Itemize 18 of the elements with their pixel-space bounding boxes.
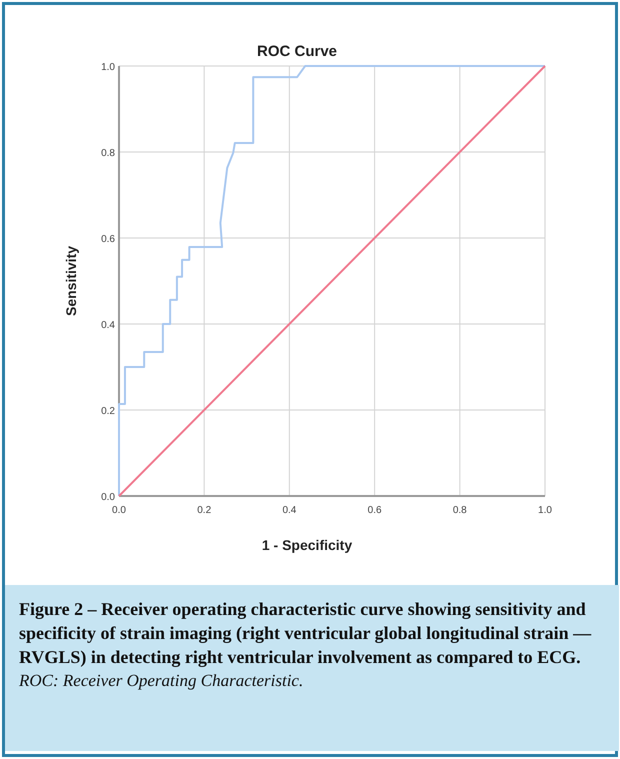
x-tick-label: 0.8 bbox=[452, 505, 468, 516]
chart-title: ROC Curve bbox=[256, 43, 338, 60]
y-tick-label: 0.0 bbox=[101, 492, 116, 503]
x-tick-label: 0.4 bbox=[282, 505, 297, 516]
y-tick-label: 0.8 bbox=[101, 148, 116, 159]
caption: Figure 2 – Receiver operating characteristic curve showing sensitivity and specificity of strain imaging (right ventricular global longitudinal strain — RVGLS) in detecting right ventricular involvement as compared to ECG. bbox=[19, 598, 592, 669]
x-axis-title: 1 - Specificity bbox=[262, 537, 352, 553]
x-tick-label: 1.0 bbox=[538, 505, 552, 516]
y-axis-title: Sensitivity bbox=[63, 246, 79, 316]
text: ROC: Receiver Operating Characteristic. bbox=[19, 670, 304, 692]
y-tick-label: 0.6 bbox=[101, 234, 116, 245]
y-tick-label: 0.4 bbox=[101, 320, 116, 331]
y-tick-label: 1.0 bbox=[101, 62, 116, 73]
x-tick-label: 0.2 bbox=[197, 505, 212, 516]
line-series bbox=[118, 65, 546, 497]
x-tick-label: 0.0 bbox=[112, 505, 126, 516]
y-tick-label: 0.2 bbox=[101, 406, 116, 417]
x-tick-label: 0.6 bbox=[368, 505, 382, 516]
